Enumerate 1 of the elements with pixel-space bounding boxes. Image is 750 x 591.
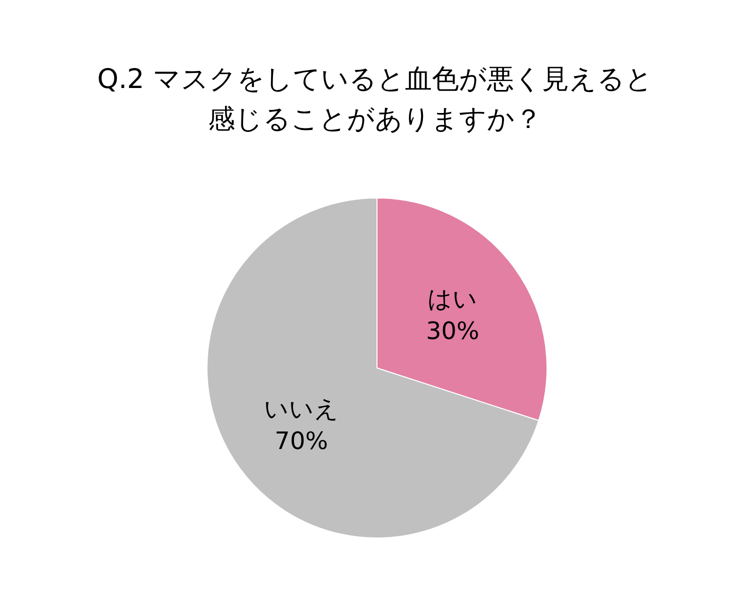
- title: Q.2 マスクをしていると血色が悪く見えると感じることがありますか？: [97, 64, 653, 135]
